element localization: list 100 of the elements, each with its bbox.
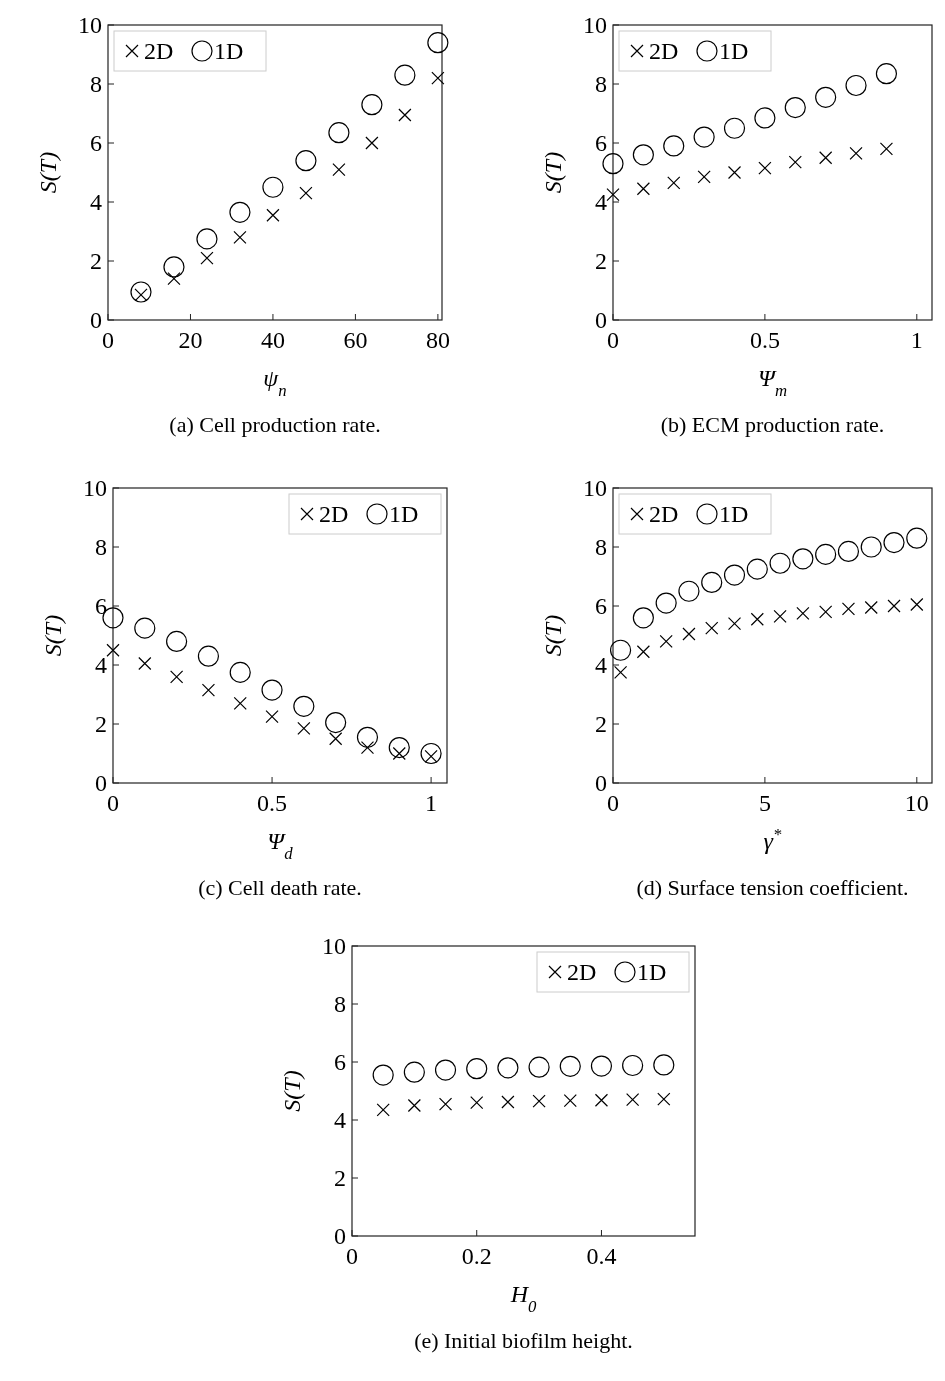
- point: [864, 600, 878, 615]
- point: [197, 645, 220, 667]
- x-tick-label: 5: [758, 790, 771, 816]
- point: [532, 1094, 546, 1108]
- point: [590, 1055, 613, 1077]
- point: [746, 558, 768, 580]
- x-tick-label: 10: [904, 790, 929, 816]
- point: [758, 161, 772, 175]
- legend-label: 2D: [144, 38, 174, 65]
- point: [365, 136, 379, 150]
- point: [328, 122, 350, 144]
- x-tick-label: 80: [425, 327, 450, 353]
- point: [727, 617, 742, 631]
- legend-label: 1D: [389, 501, 419, 528]
- point: [682, 627, 696, 641]
- x-tick-label: 20: [178, 327, 203, 353]
- point: [626, 1093, 640, 1107]
- point: [727, 165, 742, 180]
- point: [356, 726, 379, 748]
- point: [229, 201, 251, 223]
- point: [723, 117, 746, 139]
- point: [261, 679, 283, 701]
- point: [815, 543, 837, 565]
- y-tick-label: 6: [95, 593, 107, 620]
- point: [497, 1057, 519, 1079]
- point: [388, 737, 410, 759]
- point: [138, 656, 152, 671]
- point: [466, 1058, 488, 1080]
- y-tick-label: 4: [595, 652, 607, 679]
- point: [723, 564, 746, 586]
- point: [106, 643, 120, 657]
- y-tick-label: 0: [595, 307, 607, 334]
- point: [841, 602, 856, 616]
- y-axis-title: S(T): [279, 1070, 305, 1112]
- x-tick-label: 0.4: [586, 1243, 617, 1269]
- point: [427, 32, 449, 54]
- point: [594, 1093, 609, 1107]
- x-tick-label: 0.5: [749, 327, 780, 353]
- x-tick-label: 0.2: [461, 1243, 492, 1269]
- point: [329, 732, 343, 746]
- point: [332, 162, 346, 177]
- text: (a) Cell production rate.: [169, 412, 381, 437]
- point: [636, 182, 650, 196]
- point: [398, 108, 412, 122]
- legend-label: 2D: [649, 38, 679, 65]
- point: [837, 540, 860, 563]
- point: [293, 695, 315, 717]
- point: [501, 1095, 515, 1109]
- point: [295, 150, 317, 172]
- x-tick-label: 1: [425, 790, 438, 816]
- y-axis-title: S(T): [35, 151, 61, 194]
- point: [372, 1064, 394, 1086]
- point: [394, 64, 416, 86]
- point: [879, 142, 894, 156]
- x-tick-label: 40: [260, 327, 285, 353]
- y-axis-title: S(T): [40, 614, 66, 657]
- point: [614, 665, 628, 679]
- y-tick-label: 8: [334, 991, 346, 1018]
- point: [233, 230, 247, 244]
- point: [693, 126, 715, 148]
- point: [420, 742, 442, 765]
- point: [655, 592, 677, 614]
- text: (b) ECM production rate.: [660, 412, 885, 437]
- point: [819, 151, 833, 165]
- y-tick-label: 0: [595, 770, 607, 797]
- point: [563, 1093, 577, 1108]
- point: [376, 1103, 390, 1117]
- point: [632, 144, 654, 166]
- point: [299, 186, 313, 200]
- point: [233, 696, 247, 710]
- y-axis-title: S(T): [540, 151, 566, 194]
- point: [754, 107, 776, 129]
- point: [636, 645, 650, 659]
- legend-label: 2D: [567, 959, 597, 986]
- point: [196, 228, 218, 250]
- point: [438, 1097, 453, 1111]
- point: [602, 153, 624, 175]
- point: [678, 580, 700, 602]
- x-axis-title: Ψ$_{d}$: [267, 828, 294, 863]
- point: [166, 630, 188, 652]
- point: [875, 63, 898, 85]
- point: [849, 146, 863, 160]
- point: [606, 188, 620, 202]
- y-tick-label: 8: [595, 534, 607, 561]
- y-tick-label: 0: [334, 1223, 346, 1250]
- x-tick-label: 1: [910, 327, 923, 353]
- point: [887, 599, 901, 613]
- point: [407, 1098, 421, 1113]
- point: [528, 1056, 550, 1078]
- point: [229, 661, 251, 683]
- y-tick-label: 10: [322, 933, 346, 960]
- y-tick-label: 10: [583, 475, 607, 502]
- text: (d) Surface tension coefficient.: [636, 875, 909, 900]
- point: [470, 1096, 484, 1110]
- point: [266, 208, 280, 222]
- point: [360, 741, 375, 755]
- point: [701, 571, 723, 593]
- y-tick-label: 8: [595, 71, 607, 98]
- x-tick-label: 0.5: [257, 790, 288, 816]
- y-tick-label: 10: [83, 475, 107, 502]
